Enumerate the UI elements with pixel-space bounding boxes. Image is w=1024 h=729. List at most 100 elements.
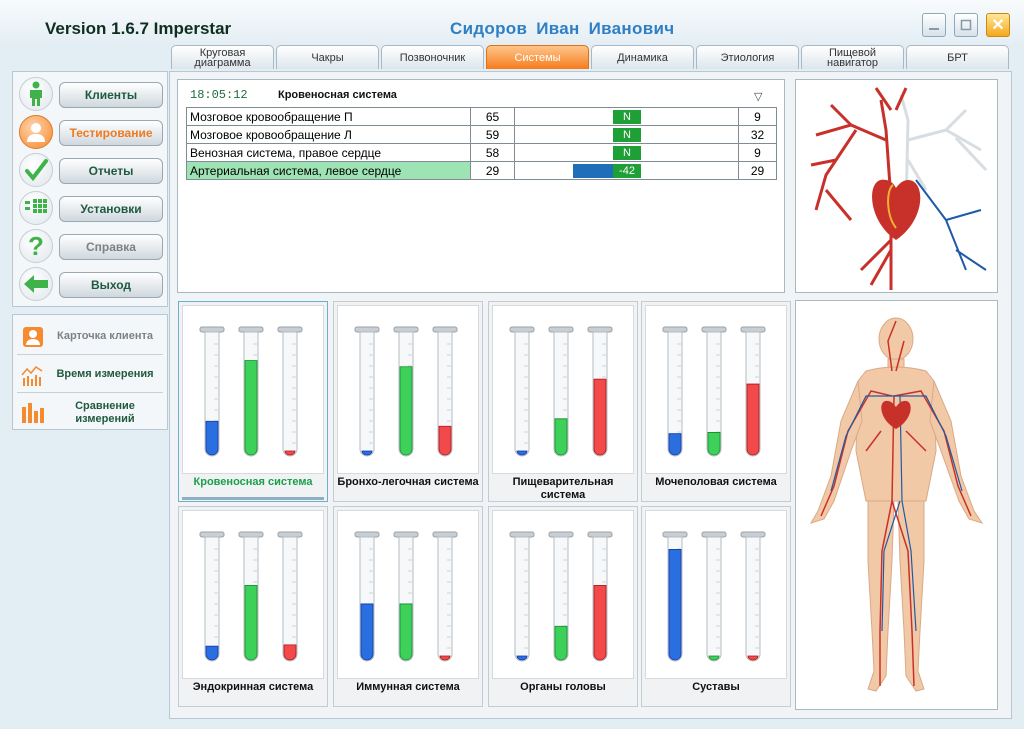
blue-level-fill	[205, 420, 219, 456]
client-name: Сидоров Иван Иванович	[450, 19, 675, 38]
check-icon	[19, 153, 53, 187]
blue-level-fill	[668, 433, 682, 456]
blue-level-fill	[205, 645, 219, 661]
blue-test-tube	[662, 531, 688, 662]
clients-button[interactable]: Клиенты	[59, 82, 163, 108]
system-card[interactable]: Бронхо-легочная система	[333, 301, 483, 502]
indicator-name: Артериальная система, левое сердце	[186, 161, 471, 180]
test-tubes-area	[492, 305, 634, 474]
system-card[interactable]: Эндокринная система	[178, 506, 328, 707]
tab-dynamics[interactable]: Динамика	[591, 45, 694, 69]
table-row[interactable]: Венозная система, правое сердце 58 N 9	[186, 143, 777, 162]
table-row[interactable]: Мозговое кровообращение П 65 N 9	[186, 107, 777, 126]
close-icon: ✕	[991, 17, 1005, 34]
testing-button[interactable]: Тестирование	[59, 120, 163, 146]
indicator-value-2: 32	[738, 125, 777, 144]
status-badge: N	[613, 146, 641, 160]
red-test-tube	[277, 326, 303, 457]
test-tubes-area	[337, 305, 479, 474]
reports-button[interactable]: Отчеты	[59, 158, 163, 184]
green-level-fill	[399, 366, 413, 456]
indicator-value-2: 9	[738, 107, 777, 126]
measurement-time-icon	[19, 361, 47, 389]
tab-etiology[interactable]: Этиология	[696, 45, 799, 69]
blue-test-tube	[662, 326, 688, 457]
test-tubes-gauge	[354, 326, 458, 457]
indicator-value: 59	[470, 125, 515, 144]
system-card[interactable]: Органы головы	[488, 506, 638, 707]
green-test-tube	[548, 326, 574, 457]
triangle-down-icon[interactable]: ▽	[754, 91, 763, 103]
test-tubes-gauge	[354, 531, 458, 662]
heart-illustration-panel	[795, 79, 998, 293]
indicator-bar-cell: N	[514, 143, 739, 162]
tab-spine[interactable]: Позвоночник	[381, 45, 484, 69]
status-badge: N	[613, 110, 641, 124]
indicator-bar-cell: N	[514, 107, 739, 126]
test-tubes-area	[182, 510, 324, 679]
app-version-title: Version 1.6.7 Imperstar	[45, 19, 232, 38]
client-tools-panel: Карточка клиента Время измерения Сравнен…	[12, 314, 168, 430]
compare-measurements-item[interactable]: Сравнение измерений	[17, 395, 163, 431]
red-test-tube	[587, 531, 613, 662]
system-card[interactable]: Суставы	[641, 506, 791, 707]
measurement-time-item[interactable]: Время измерения	[17, 357, 163, 393]
tab-label: Позвоночник	[399, 51, 466, 64]
system-card[interactable]: Иммунная система	[333, 506, 483, 707]
system-card[interactable]: Пищеварительная система	[488, 301, 638, 502]
tab-chakras[interactable]: Чакры	[276, 45, 379, 69]
green-level-fill	[554, 625, 568, 661]
test-tubes-gauge	[509, 531, 613, 662]
body-vessels-panel	[795, 300, 998, 710]
indicator-value-2: 29	[738, 161, 777, 180]
minimize-button[interactable]	[922, 13, 946, 37]
red-test-tube	[587, 326, 613, 457]
tab-systems[interactable]: Системы	[486, 45, 589, 69]
compare-measurements-label: Сравнение измерений	[75, 400, 135, 425]
red-test-tube	[740, 531, 766, 662]
red-level-fill	[438, 425, 452, 456]
close-button[interactable]: ✕	[986, 13, 1010, 37]
system-details-panel: 18:05:12 Кровеносная система ▽ Мозговое …	[177, 79, 785, 293]
selected-system-title: Кровеносная система	[278, 89, 397, 101]
system-card[interactable]: Мочеполовая система	[641, 301, 791, 502]
human-body-circulatory-illustration	[809, 317, 984, 692]
blue-test-tube	[509, 531, 535, 662]
maximize-button[interactable]	[954, 13, 978, 37]
system-card-label: Кровеносная система	[193, 476, 313, 488]
test-tubes-area	[645, 510, 787, 679]
measurement-time-label: Время измерения	[56, 368, 154, 380]
indicator-bar-cell: N	[514, 125, 739, 144]
heart-vessels-illustration	[810, 87, 988, 290]
tab-label: Динамика	[617, 51, 668, 64]
test-tubes-gauge	[199, 531, 303, 662]
exit-arrow-icon	[19, 267, 53, 301]
blue-test-tube	[199, 531, 225, 662]
title-bar: Version 1.6.7 Imperstar Сидоров Иван Ива…	[0, 0, 1024, 44]
system-card-label: Органы головы	[520, 681, 606, 693]
system-card[interactable]: Кровеносная система	[178, 301, 328, 502]
green-level-fill	[554, 418, 568, 456]
test-tubes-gauge	[662, 531, 766, 662]
system-card-label: Суставы	[692, 681, 740, 693]
help-button[interactable]: Справка	[59, 234, 163, 260]
tab-circular-diagram[interactable]: Круговая диаграмма	[171, 45, 274, 69]
client-card-item[interactable]: Карточка клиента	[17, 319, 163, 355]
client-card-label: Карточка клиента	[57, 330, 153, 342]
test-tubes-area	[182, 305, 324, 474]
blue-level-fill	[516, 450, 528, 456]
tab-brt[interactable]: БРТ	[906, 45, 1009, 69]
tab-food-navigator[interactable]: Пищевой навигатор	[801, 45, 904, 69]
settings-button[interactable]: Установки	[59, 196, 163, 222]
green-level-fill	[707, 432, 721, 456]
maximize-icon	[960, 19, 972, 31]
client-card-icon	[19, 323, 47, 351]
status-badge: -42	[613, 164, 641, 178]
green-test-tube	[701, 326, 727, 457]
user-orange-icon	[19, 115, 53, 149]
indicator-value: 29	[470, 161, 515, 180]
indicator-name: Мозговое кровообращение Л	[186, 125, 471, 144]
table-row-selected[interactable]: Артериальная система, левое сердце 29 -4…	[186, 161, 777, 180]
exit-button[interactable]: Выход	[59, 272, 163, 298]
table-row[interactable]: Мозговое кровообращение Л 59 N 32	[186, 125, 777, 144]
